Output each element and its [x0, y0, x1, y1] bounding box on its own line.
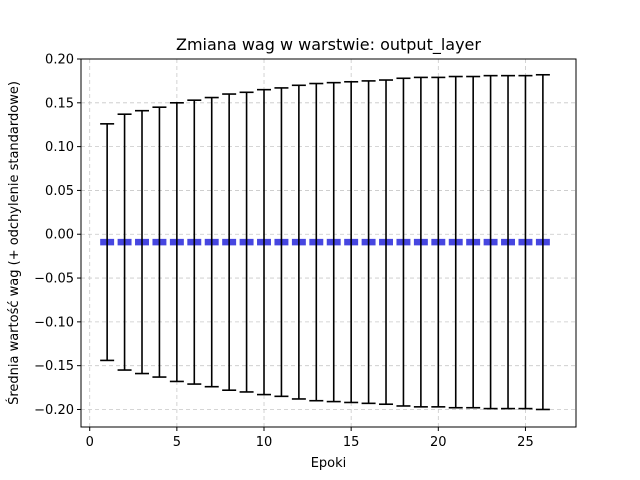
- y-axis: −0.20 −0.15 −0.10 −0.05 0.00 0.05 0.10 0.15 0.20: [34, 53, 81, 418]
- y-tick-label: −0.15: [34, 359, 74, 374]
- x-tick-label: 15: [343, 435, 360, 450]
- chart-title: Zmiana wag w warstwie: output_layer: [176, 35, 481, 55]
- x-tick-label: 10: [256, 435, 273, 450]
- y-tick-label: −0.20: [34, 403, 74, 418]
- y-tick-label: −0.10: [34, 315, 74, 330]
- x-tick-label: 20: [430, 435, 447, 450]
- y-tick-label: 0.00: [45, 228, 74, 243]
- x-tick-label: 5: [173, 435, 181, 450]
- y-tick-label: 0.10: [45, 140, 74, 155]
- bars: [100, 238, 550, 246]
- x-axis-label: Epoki: [311, 456, 347, 471]
- x-tick-label: 0: [86, 435, 94, 450]
- y-tick-label: 0.20: [45, 53, 74, 68]
- y-tick-label: −0.05: [34, 272, 74, 287]
- y-tick-label: 0.05: [45, 184, 74, 199]
- x-axis: 0 5 10 15 20 25: [86, 427, 534, 450]
- error-bars: [100, 73, 550, 411]
- x-tick-label: 25: [517, 435, 534, 450]
- y-axis-label: Średnia wartość wag (+ odchylenie standa…: [6, 81, 22, 405]
- plot-frame: [80, 58, 577, 428]
- y-tick-label: 0.15: [45, 96, 74, 111]
